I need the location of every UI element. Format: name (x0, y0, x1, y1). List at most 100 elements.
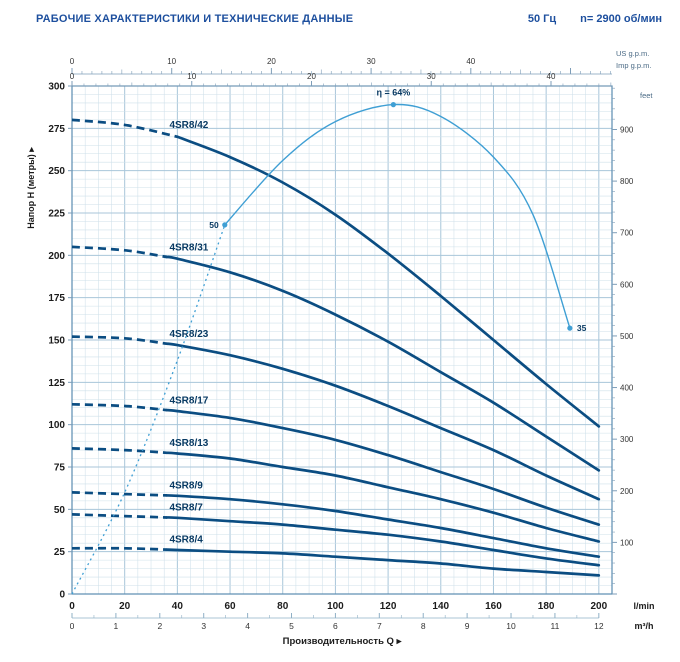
svg-text:10: 10 (187, 72, 196, 81)
svg-text:150: 150 (48, 336, 65, 347)
curve-label: 4SR8/23 (169, 329, 208, 340)
svg-text:700: 700 (620, 229, 634, 238)
svg-text:0: 0 (70, 57, 75, 66)
pump-curve-4sr8-42: 4SR8/42 (71, 118, 601, 428)
x-axis-title: Производительность Q ▸ (283, 636, 403, 647)
efficiency-peak-marker (390, 102, 396, 108)
svg-text:50: 50 (54, 505, 66, 516)
curve-label: 4SR8/4 (169, 535, 203, 546)
svg-text:feet: feet (640, 91, 653, 100)
svg-text:10: 10 (167, 57, 176, 66)
efficiency-marker (222, 222, 228, 228)
y-axis-title: Напор H (метры) ▸ (26, 147, 36, 229)
pump-curve-4sr8-13: 4SR8/13 (71, 438, 601, 543)
svg-text:12: 12 (594, 621, 604, 631)
efficiency-marker (567, 325, 573, 331)
pump-curve-4sr8-7: 4SR8/7 (71, 503, 601, 567)
svg-text:10: 10 (506, 621, 516, 631)
feet-axis: 100 200 300 400 500 600 700 800 900 feet (612, 87, 653, 595)
frequency-label: 50 Гц (527, 13, 557, 25)
svg-text:5: 5 (289, 621, 294, 631)
svg-text:900: 900 (620, 125, 634, 134)
curve-label: 4SR8/9 (169, 481, 203, 492)
svg-text:30: 30 (367, 57, 376, 66)
svg-text:20: 20 (267, 57, 276, 66)
svg-text:300: 300 (48, 82, 65, 93)
svg-text:0: 0 (59, 590, 65, 601)
svg-text:9: 9 (465, 621, 470, 631)
curve-label: 4SR8/17 (169, 395, 208, 406)
svg-text:40: 40 (172, 601, 184, 612)
m3h-axis: 0 1 2 3 4 5 6 7 8 9 10 11 12 m³/h (70, 613, 654, 631)
svg-text:160: 160 (485, 601, 502, 612)
svg-text:800: 800 (620, 177, 634, 186)
svg-text:200: 200 (48, 251, 65, 262)
curve-label: 4SR8/42 (169, 120, 208, 131)
svg-text:0: 0 (69, 601, 75, 612)
svg-text:40: 40 (547, 72, 556, 81)
svg-text:100: 100 (48, 420, 65, 431)
svg-text:0: 0 (70, 72, 75, 81)
page-title: РАБОЧИЕ ХАРАКТЕРИСТИКИ И ТЕХНИЧЕСКИЕ ДАН… (36, 13, 354, 25)
curve-label: 4SR8/7 (169, 503, 203, 514)
svg-text:40: 40 (466, 57, 475, 66)
svg-text:120: 120 (380, 601, 397, 612)
svg-text:400: 400 (620, 384, 634, 393)
curve-label: 4SR8/31 (169, 242, 208, 253)
svg-text:20: 20 (119, 601, 131, 612)
efficiency-curve: η = 64% 50 35 (71, 88, 587, 595)
svg-text:300: 300 (620, 435, 634, 444)
svg-text:l/min: l/min (633, 601, 654, 611)
pump-curve-4sr8-9: 4SR8/9 (71, 481, 601, 559)
efficiency-marker-label: 50 (209, 220, 219, 230)
svg-text:3: 3 (201, 621, 206, 631)
efficiency-peak-label: η = 64% (376, 88, 410, 98)
y-axis: 0 25 50 75 100 125 150 175 200 225 250 275 300 Напор … (26, 82, 72, 601)
pump-curve-4sr8-17: 4SR8/17 (71, 395, 601, 526)
us-gpm-axis: 0 10 20 30 40 US g.p.m. (70, 49, 649, 75)
svg-text:175: 175 (48, 293, 65, 304)
imp-gpm-axis: 0 10 20 30 40 Imp g.p.m. (70, 61, 651, 87)
svg-text:20: 20 (307, 72, 316, 81)
header-specs: 50 Гц n= 2900 об/мин (528, 13, 662, 25)
svg-text:225: 225 (48, 209, 65, 220)
svg-text:275: 275 (48, 124, 65, 135)
svg-text:80: 80 (277, 601, 289, 612)
svg-text:600: 600 (620, 280, 634, 289)
svg-text:200: 200 (620, 487, 634, 496)
svg-text:m³/h: m³/h (635, 621, 654, 631)
svg-text:200: 200 (590, 601, 607, 612)
svg-text:25: 25 (54, 547, 66, 558)
svg-text:0: 0 (70, 621, 75, 631)
svg-text:500: 500 (620, 332, 634, 341)
svg-text:30: 30 (427, 72, 436, 81)
page-header: РАБОЧИЕ ХАРАКТЕРИСТИКИ И ТЕХНИЧЕСКИЕ ДАН… (36, 13, 662, 25)
x-axis: 0 20 40 60 80 100 120 140 160 180 200 l/min (69, 601, 654, 612)
svg-text:Imp g.p.m.: Imp g.p.m. (616, 61, 651, 70)
pump-curve-4sr8-4: 4SR8/4 (71, 535, 601, 577)
svg-text:6: 6 (333, 621, 338, 631)
pump-curve-4sr8-31: 4SR8/31 (71, 242, 601, 472)
svg-text:US g.p.m.: US g.p.m. (616, 49, 649, 58)
svg-text:100: 100 (327, 601, 344, 612)
svg-text:8: 8 (421, 621, 426, 631)
svg-text:11: 11 (551, 621, 560, 631)
svg-text:250: 250 (48, 166, 65, 177)
svg-text:4: 4 (245, 621, 250, 631)
svg-text:125: 125 (48, 378, 65, 389)
grid (71, 85, 613, 595)
svg-text:75: 75 (54, 463, 66, 474)
svg-text:7: 7 (377, 621, 382, 631)
svg-text:1: 1 (114, 621, 119, 631)
speed-label: n= 2900 об/мин (580, 13, 662, 25)
svg-text:100: 100 (620, 538, 634, 547)
svg-text:60: 60 (224, 601, 236, 612)
svg-text:180: 180 (538, 601, 555, 612)
svg-text:2: 2 (157, 621, 162, 631)
svg-text:140: 140 (432, 601, 449, 612)
curve-label: 4SR8/13 (169, 438, 208, 449)
efficiency-marker-label: 35 (577, 323, 587, 333)
pump-curve-4sr8-23: 4SR8/23 (71, 329, 601, 501)
